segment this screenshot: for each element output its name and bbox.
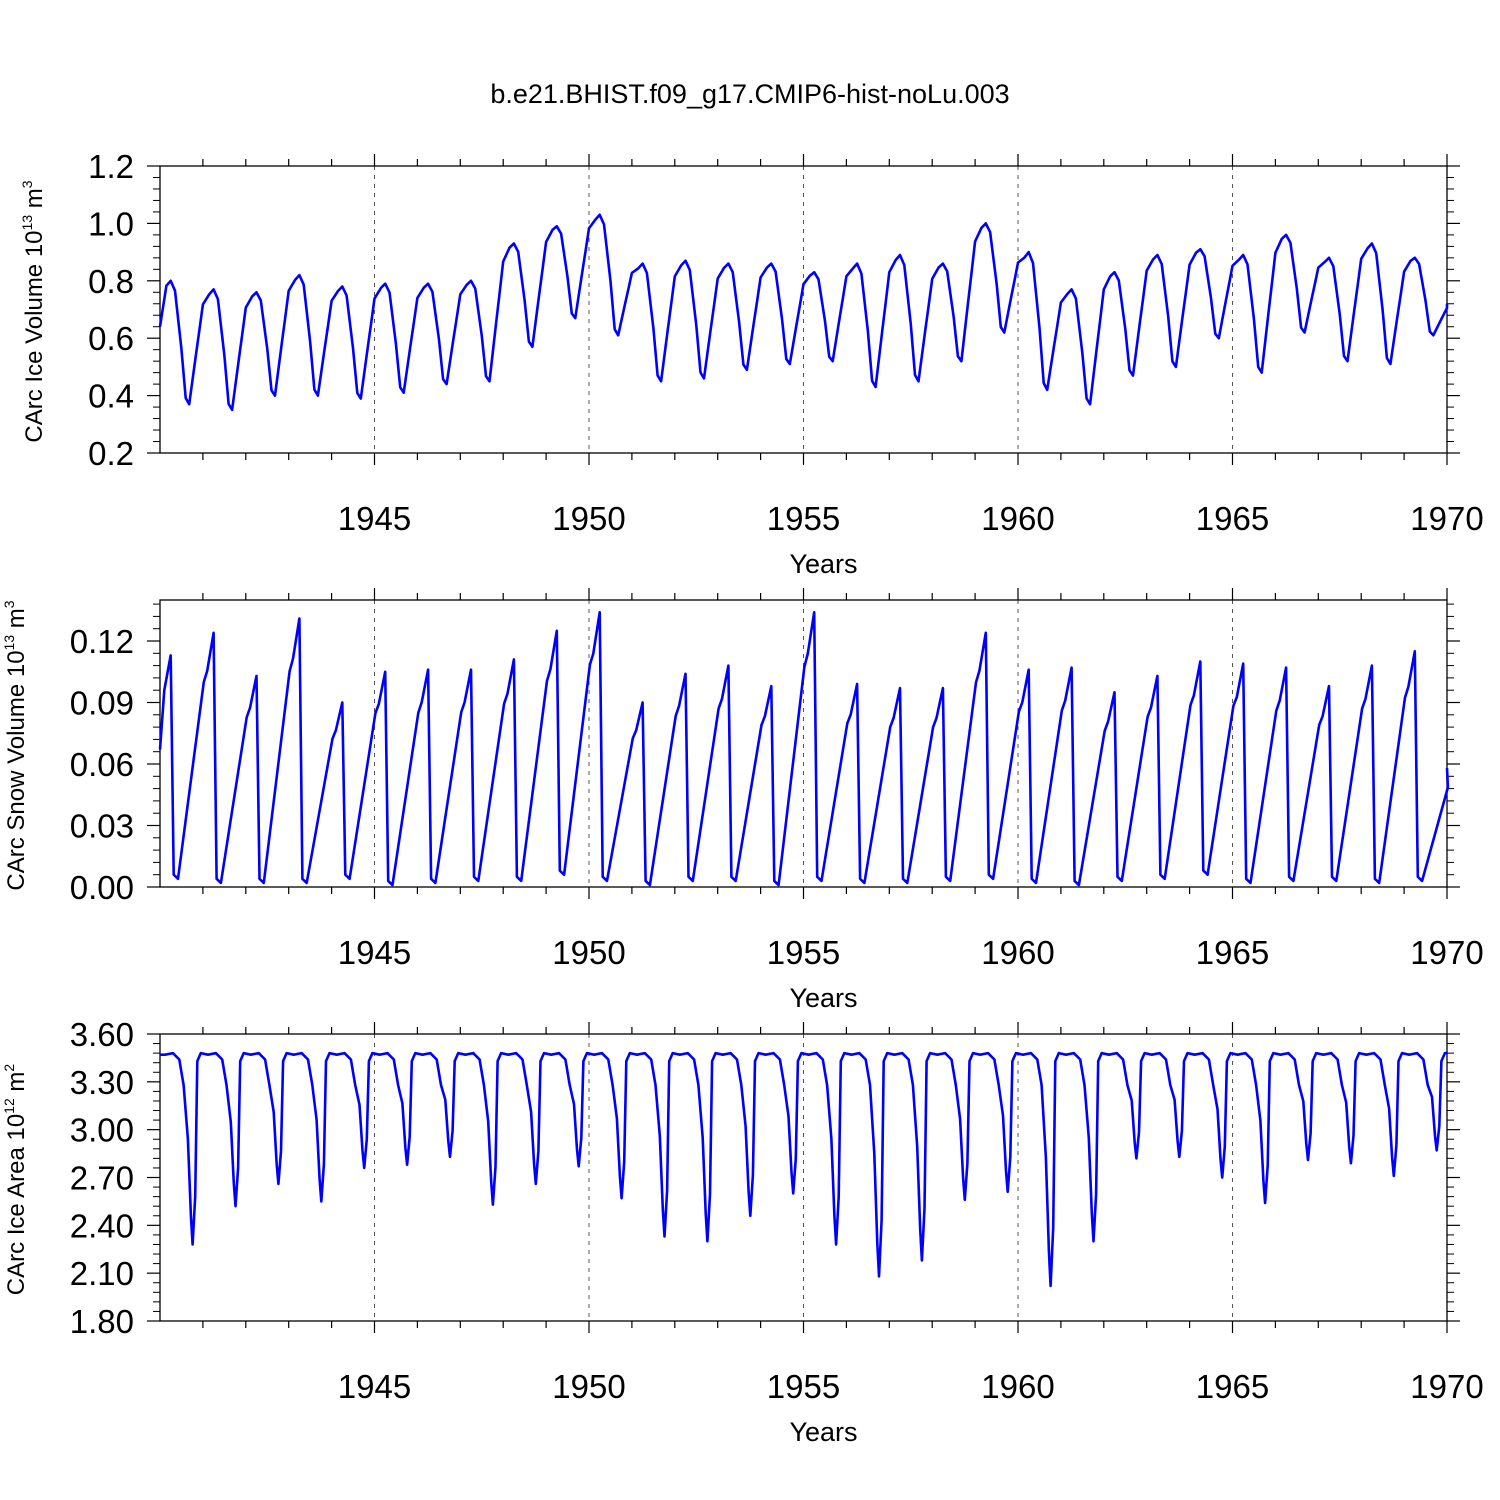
x-tick-label: 1960 [981,1368,1054,1405]
x-tick-label: 1960 [981,500,1054,537]
panel-3: 1.80 2.10 2.40 2.70 3.00 3.30 3.60 1945 1950 1955… [1,1016,1484,1447]
panel-2: 0.00 0.03 0.06 0.09 0.12 1945 1950 1955 1960 1965… [1,588,1484,1013]
y-tick-label: 1.2 [88,148,134,185]
series-line [160,1051,1447,1288]
y-axis-label: CArc Ice Volume 1013 m3 [19,180,48,442]
x-tick-label: 1955 [767,1368,840,1405]
y-tick-label: 1.80 [70,1303,134,1340]
y-tick-label: 0.6 [88,320,134,357]
y-axis-label: CArc Ice Area 1012 m2 [1,1064,30,1296]
x-tick-label: 1970 [1410,1368,1483,1405]
x-tick-label: 1955 [767,500,840,537]
x-tick-label: 1960 [981,934,1054,971]
y-tick-label: 0.4 [88,378,134,415]
y-tick-label: 3.00 [70,1112,134,1149]
chart-title: b.e21.BHIST.f09_g17.CMIP6-hist-noLu.003 [490,79,1009,109]
x-tick-label: 1965 [1196,934,1269,971]
x-axis-label: Years [789,1417,857,1447]
x-tick-label: 1965 [1196,500,1269,537]
series-line [158,213,1449,412]
x-tick-label: 1955 [767,934,840,971]
y-tick-label: 3.30 [70,1064,134,1101]
y-tick-label: 0.09 [70,685,134,722]
x-tick-label: 1950 [552,1368,625,1405]
panel-1: 0.2 0.4 0.6 0.8 1.0 1.2 1945 1950 1955 1960 1965 19… [19,148,1484,579]
y-tick-label: 0.2 [88,435,134,472]
x-tick-label: 1965 [1196,1368,1269,1405]
x-tick-label: 1945 [338,500,411,537]
panels: 0.2 0.4 0.6 0.8 1.0 1.2 1945 1950 1955 1960 1965 19… [1,148,1484,1447]
y-tick-label: 1.0 [88,205,134,242]
x-tick-label: 1945 [338,1368,411,1405]
x-tick-label: 1945 [338,934,411,971]
series-line [158,611,1450,887]
y-tick-label: 0.12 [70,623,134,660]
y-tick-label: 2.40 [70,1207,134,1244]
y-tick-label: 0.8 [88,263,134,300]
x-tick-label: 1970 [1410,934,1483,971]
y-tick-label: 3.60 [70,1016,134,1053]
y-axis-label: CArc Snow Volume 1013 m3 [1,600,30,890]
y-tick-label: 0.03 [70,808,134,845]
x-tick-label: 1950 [552,934,625,971]
x-axis-label: Years [789,983,857,1013]
x-tick-label: 1970 [1410,500,1483,537]
x-axis-label: Years [789,549,857,579]
y-tick-label: 2.70 [70,1160,134,1197]
y-tick-label: 0.00 [70,869,134,906]
y-tick-label: 0.06 [70,746,134,783]
y-tick-label: 2.10 [70,1255,134,1292]
x-tick-label: 1950 [552,500,625,537]
